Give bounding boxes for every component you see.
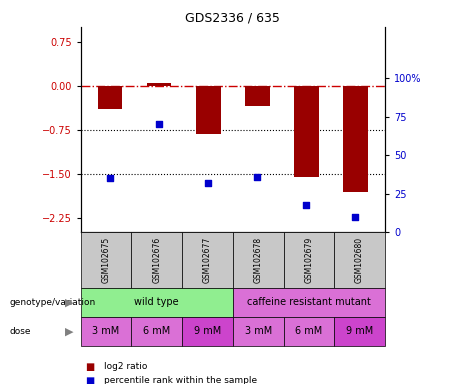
Text: 9 mM: 9 mM	[346, 326, 373, 336]
Text: genotype/variation: genotype/variation	[9, 298, 95, 307]
Text: 6 mM: 6 mM	[143, 326, 171, 336]
Text: wild type: wild type	[135, 297, 179, 308]
Text: percentile rank within the sample: percentile rank within the sample	[104, 376, 257, 384]
Bar	[147, 83, 171, 86]
Title: GDS2336 / 635: GDS2336 / 635	[185, 11, 280, 24]
Text: 3 mM: 3 mM	[92, 326, 120, 336]
Text: caffeine resistant mutant: caffeine resistant mutant	[247, 297, 371, 308]
Text: GSM102678: GSM102678	[254, 237, 263, 283]
Bar	[294, 86, 319, 177]
Text: ▶: ▶	[65, 297, 73, 308]
Text: 3 mM: 3 mM	[244, 326, 272, 336]
Point	[352, 214, 359, 220]
Bar	[343, 86, 368, 192]
Text: log2 ratio: log2 ratio	[104, 362, 147, 371]
Text: GSM102677: GSM102677	[203, 237, 212, 283]
Point	[303, 202, 310, 208]
Text: ■: ■	[85, 362, 95, 372]
Point	[106, 175, 114, 182]
Point	[205, 180, 212, 186]
Text: GSM102676: GSM102676	[152, 237, 161, 283]
Bar	[245, 86, 270, 106]
Text: ▶: ▶	[65, 326, 73, 336]
Text: 6 mM: 6 mM	[295, 326, 323, 336]
Text: GSM102675: GSM102675	[101, 237, 111, 283]
Text: 9 mM: 9 mM	[194, 326, 221, 336]
Text: GSM102679: GSM102679	[304, 237, 313, 283]
Point	[155, 121, 163, 127]
Bar	[98, 86, 122, 109]
Text: dose: dose	[9, 327, 31, 336]
Text: ■: ■	[85, 376, 95, 384]
Point	[254, 174, 261, 180]
Text: GSM102680: GSM102680	[355, 237, 364, 283]
Bar	[196, 86, 220, 134]
